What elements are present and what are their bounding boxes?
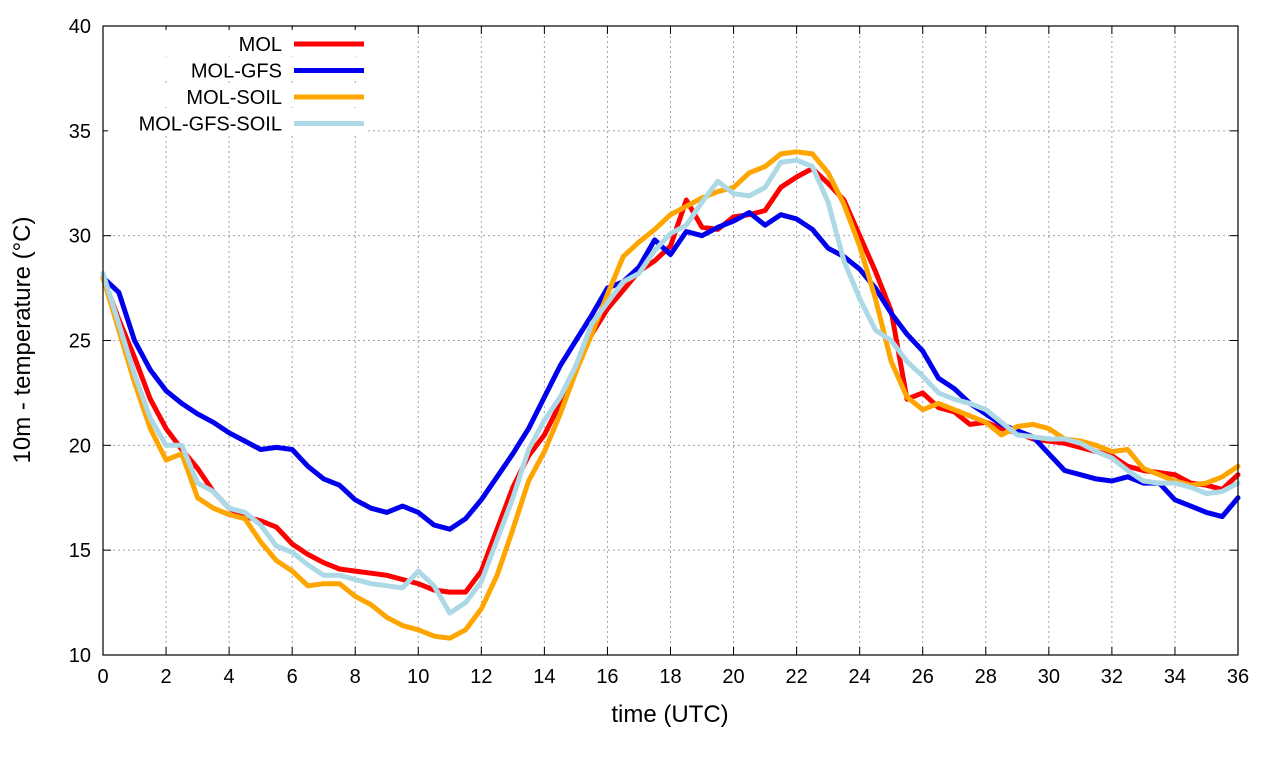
legend: MOL MOL-GFS MOL-SOIL MOL-GFS-SOIL <box>108 30 366 136</box>
legend-label-mol: MOL <box>239 34 282 56</box>
y-tick-label: 20 <box>69 435 91 457</box>
x-tick-label: 30 <box>1038 666 1060 688</box>
x-tick-label: 2 <box>160 666 171 688</box>
series-line-mol-gfs-soil <box>100 157 1241 616</box>
x-tick-label: 20 <box>722 666 744 688</box>
y-tick-label: 30 <box>69 226 91 248</box>
legend-label-mol-soil: MOL-SOIL <box>186 87 282 109</box>
x-tick-label: 16 <box>596 666 618 688</box>
legend-label-mol-gfs-soil: MOL-GFS-SOIL <box>139 114 282 136</box>
series-line-mol-soil <box>100 149 1241 641</box>
x-axis-ticks: 0 2 4 6 8 10 12 14 16 18 20 22 24 26 28 30 32 34 36 <box>97 26 1249 688</box>
series-line-mol-gfs <box>100 210 1241 532</box>
x-tick-label: 10 <box>407 666 429 688</box>
x-tick-label: 22 <box>785 666 807 688</box>
grid <box>103 26 1238 655</box>
x-tick-label: 14 <box>533 666 555 688</box>
x-tick-label: 0 <box>97 666 108 688</box>
x-tick-label: 24 <box>849 666 871 688</box>
series-lines <box>100 149 1241 641</box>
x-tick-label: 26 <box>912 666 934 688</box>
x-axis-label: time (UTC) <box>611 701 728 728</box>
x-tick-label: 36 <box>1227 666 1249 688</box>
x-tick-label: 18 <box>659 666 681 688</box>
x-tick-label: 8 <box>350 666 361 688</box>
legend-label-mol-gfs: MOL-GFS <box>191 61 282 83</box>
x-tick-label: 12 <box>470 666 492 688</box>
y-axis-label: 10m - temperature (°C) <box>9 217 36 464</box>
x-tick-label: 34 <box>1164 666 1186 688</box>
x-tick-label: 4 <box>224 666 235 688</box>
y-tick-label: 40 <box>69 16 91 38</box>
y-tick-label: 25 <box>69 331 91 353</box>
y-axis-ticks: 10 15 20 25 30 35 40 <box>69 16 1238 667</box>
x-tick-label: 32 <box>1101 666 1123 688</box>
y-tick-label: 15 <box>69 540 91 562</box>
y-tick-label: 10 <box>69 645 91 667</box>
x-tick-label: 28 <box>975 666 997 688</box>
x-tick-label: 6 <box>287 666 298 688</box>
y-tick-label: 35 <box>69 121 91 143</box>
